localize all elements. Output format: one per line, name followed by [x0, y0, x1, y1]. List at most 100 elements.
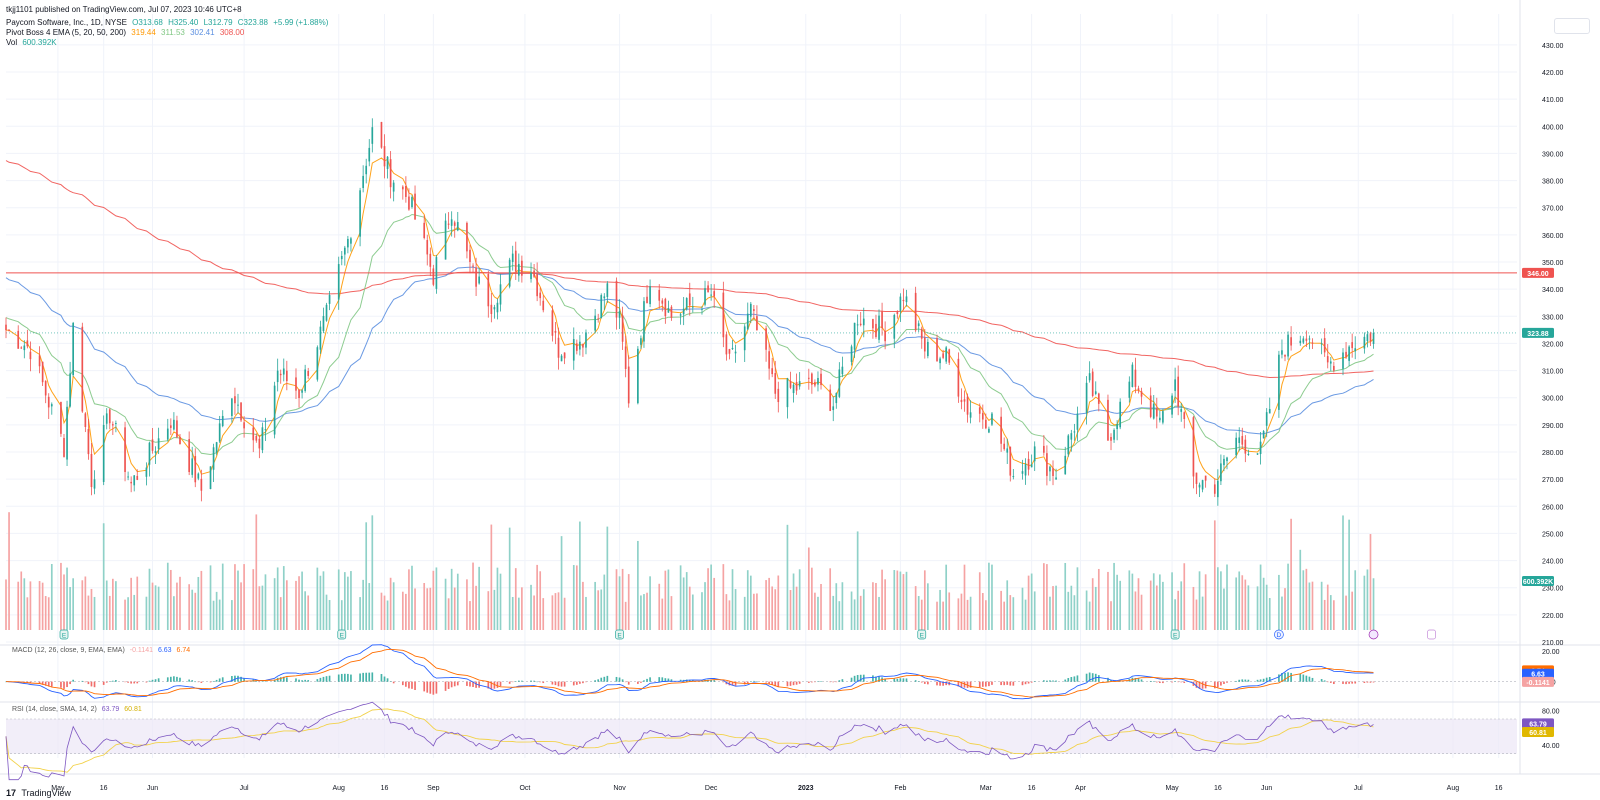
macd-histogram-bar: [169, 676, 172, 682]
volume-bar: [533, 595, 535, 630]
candle: [679, 312, 682, 325]
candle: [466, 221, 468, 259]
volume-bar: [817, 596, 819, 630]
macd-histogram-bar: [81, 680, 84, 682]
candle: [408, 188, 410, 211]
volume-bar: [1323, 599, 1326, 630]
volume-bar: [902, 574, 905, 630]
candle: [817, 371, 819, 392]
candle: [1323, 328, 1326, 357]
candle-body: [435, 257, 438, 289]
volume-bar: [835, 583, 838, 630]
candle-body: [1027, 458, 1030, 470]
x-tick-label: Apr: [1075, 785, 1087, 792]
volume-bar: [1162, 581, 1164, 630]
candle-body: [517, 263, 520, 276]
candle-body: [1299, 340, 1302, 344]
candle: [814, 379, 816, 388]
candle-body: [1046, 453, 1048, 476]
macd-tag: 6.63: [1522, 668, 1554, 679]
volume-bar: [1226, 564, 1228, 630]
volume-bar: [691, 594, 694, 630]
candle: [325, 302, 328, 322]
candle: [862, 307, 865, 338]
candle-body: [1033, 446, 1036, 462]
candle: [1085, 376, 1088, 425]
macd-legend[interactable]: MACD (12, 26, close, 9, EMA, EMA) -0.114…: [12, 647, 193, 654]
candle-body: [820, 373, 822, 386]
volume-bar: [1110, 601, 1112, 630]
volume-bar: [453, 587, 456, 630]
candle-body: [1070, 433, 1073, 440]
candle-body: [215, 442, 218, 453]
volume-legend[interactable]: Vol 600.392K: [6, 38, 60, 48]
candle-body: [768, 351, 770, 369]
candle: [1192, 415, 1195, 489]
earnings-label: E: [920, 633, 925, 640]
macd-histogram-bar: [774, 681, 777, 687]
candle-body: [521, 260, 523, 276]
candle: [1302, 336, 1305, 344]
ema50-value: 302.41: [190, 28, 215, 37]
candle-body: [362, 175, 364, 188]
candle: [371, 118, 374, 153]
macd-histogram-bar: [575, 681, 578, 685]
volume-bar: [8, 512, 10, 630]
candle: [1369, 331, 1372, 346]
candle: [215, 441, 218, 456]
volume-bar: [209, 565, 212, 630]
rsi-legend[interactable]: RSI (14, close, SMA, 14, 2) 63.79 60.81: [12, 706, 145, 713]
volume-bar: [255, 514, 258, 630]
candle-body: [432, 268, 435, 285]
candle: [386, 156, 389, 179]
candle: [1259, 432, 1262, 465]
volume-bar: [1021, 587, 1024, 630]
ohlc-open: O313.68: [132, 18, 163, 27]
candle-body: [151, 439, 154, 451]
tradingview-footer[interactable]: 17 TradingView: [6, 788, 71, 798]
volume-bar: [401, 591, 404, 630]
volume-bar: [386, 600, 389, 630]
candle: [414, 185, 416, 220]
macd-histogram-bar: [1268, 676, 1271, 682]
macd-histogram-bar: [322, 676, 325, 682]
y-tick-label: 360.00: [1542, 233, 1564, 240]
candle-body: [240, 402, 242, 421]
volume-bar: [478, 566, 480, 630]
candle: [301, 388, 303, 399]
macd-histogram-bar: [340, 673, 343, 682]
candle: [572, 327, 575, 370]
volume-bar: [981, 593, 984, 630]
candle-body: [408, 196, 410, 210]
candle: [807, 368, 810, 390]
macd-histogram-bar: [347, 673, 349, 682]
candle: [1213, 478, 1216, 498]
ema-legend[interactable]: Pivot Boss 4 EMA (5, 20, 50, 200) 319.44…: [6, 28, 247, 38]
macd-histogram-bar: [637, 681, 639, 684]
candle: [969, 400, 972, 424]
macd-histogram-bar: [124, 681, 126, 683]
chart-settings-box[interactable]: [1554, 18, 1590, 34]
macd-histogram-bar: [664, 678, 667, 682]
candle-body: [60, 401, 62, 434]
volume-bar: [1155, 585, 1158, 630]
candle: [670, 305, 673, 321]
candle: [771, 357, 774, 378]
volume-bar: [1223, 588, 1225, 630]
macd-histogram-bar: [1174, 681, 1176, 682]
candle: [517, 253, 520, 282]
candle-body: [643, 301, 645, 342]
macd-histogram-bar: [942, 681, 944, 686]
candle: [936, 334, 938, 362]
candle-body: [1217, 480, 1219, 498]
candle-body: [1311, 342, 1314, 344]
candle: [17, 325, 20, 349]
candle: [893, 313, 896, 349]
rsi-ma-tag: 60.81: [1522, 726, 1554, 737]
symbol-name[interactable]: Paycom Software, Inc., 1D, NYSE: [6, 18, 127, 27]
y-tick-label: 340.00: [1542, 287, 1564, 294]
candle: [1195, 472, 1198, 495]
volume-bar: [1345, 595, 1347, 630]
candle: [637, 346, 639, 405]
